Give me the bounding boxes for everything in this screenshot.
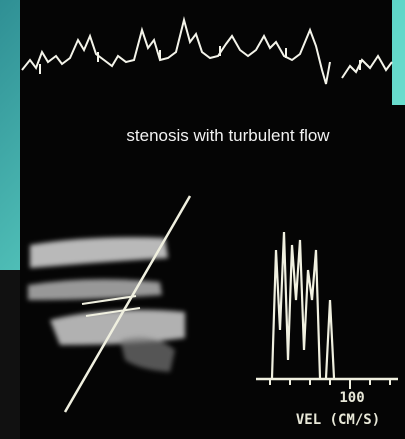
dark-corner bbox=[0, 270, 22, 439]
axis-label: VEL (CM/S) bbox=[296, 412, 380, 428]
page: stenosis with turbulent flow 100 VEL (CM… bbox=[0, 0, 405, 439]
caption: stenosis with turbulent flow bbox=[126, 126, 330, 145]
scale-label: 100 bbox=[339, 390, 364, 406]
screenshot: stenosis with turbulent flow 100 VEL (CM… bbox=[0, 0, 405, 439]
